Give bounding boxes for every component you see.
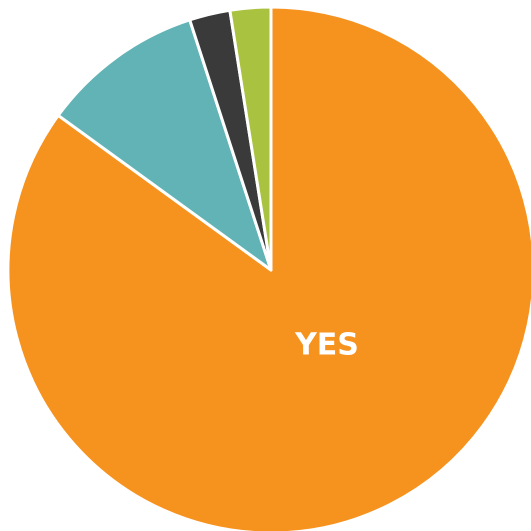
pie-slice-segment-4 <box>228 5 273 272</box>
pie-labels: YES <box>294 328 359 363</box>
pie-slice-label: YES <box>294 328 359 363</box>
pie-slices <box>6 5 531 531</box>
pie-slice-segment-2 <box>56 18 273 272</box>
